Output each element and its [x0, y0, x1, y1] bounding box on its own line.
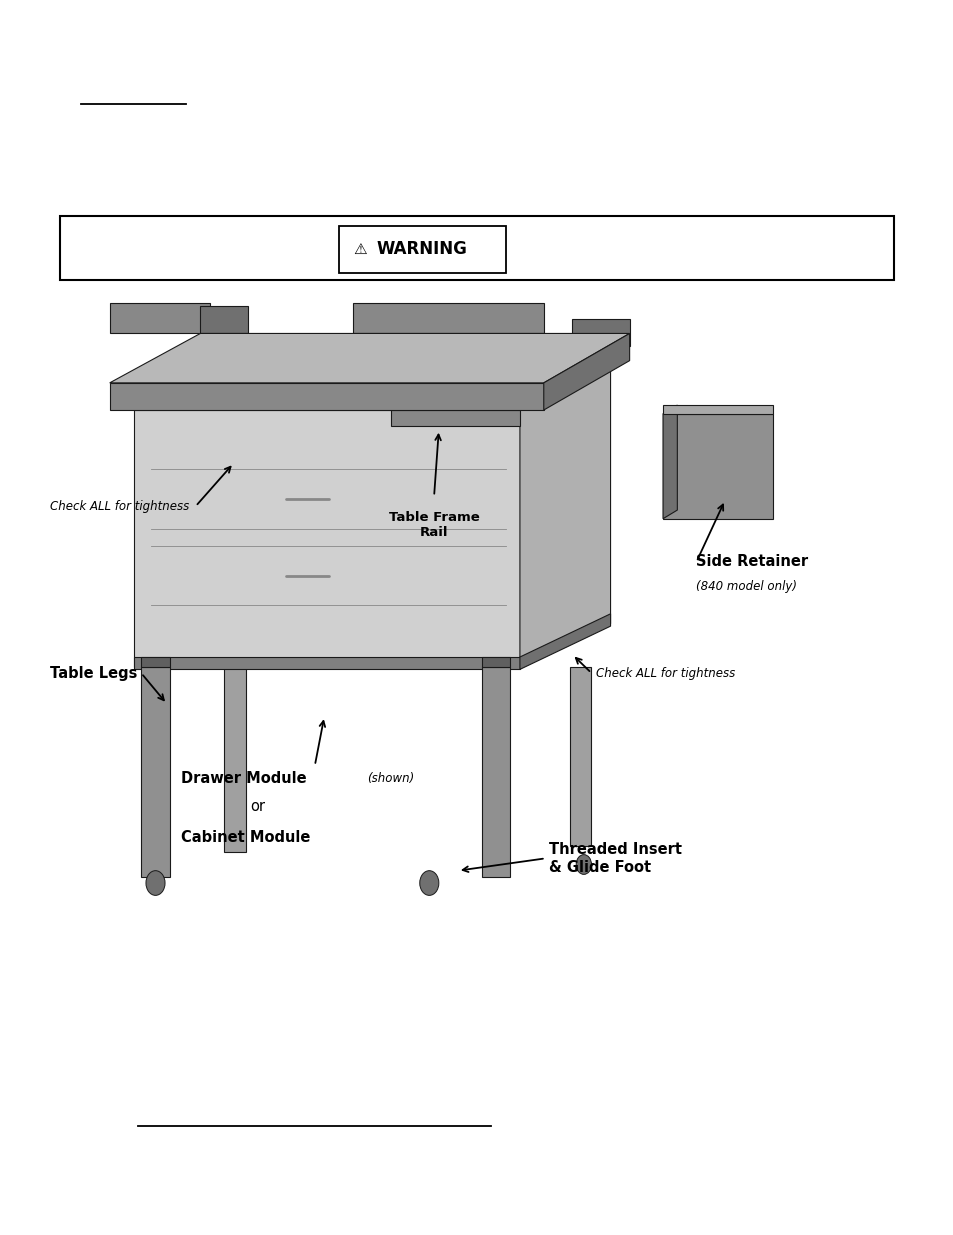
Text: Cabinet Module: Cabinet Module [181, 830, 311, 845]
Text: ⚠: ⚠ [353, 242, 366, 257]
Text: WARNING: WARNING [376, 241, 467, 258]
Polygon shape [391, 410, 519, 426]
Bar [60, 216, 893, 280]
Text: (shown): (shown) [367, 772, 415, 784]
Polygon shape [200, 306, 248, 333]
Polygon shape [662, 414, 772, 519]
Text: Table Legs: Table Legs [50, 666, 137, 680]
Text: Check ALL for tightness: Check ALL for tightness [596, 667, 735, 679]
Text: Side Retainer: Side Retainer [696, 555, 808, 569]
Polygon shape [481, 657, 510, 667]
Circle shape [146, 871, 165, 895]
Polygon shape [481, 667, 510, 877]
Text: Threaded Insert
& Glide Foot: Threaded Insert & Glide Foot [548, 842, 680, 874]
Polygon shape [572, 319, 629, 346]
Polygon shape [543, 333, 629, 410]
Polygon shape [133, 657, 519, 669]
Polygon shape [224, 667, 246, 852]
Bar [338, 226, 505, 273]
Polygon shape [141, 667, 170, 877]
Circle shape [419, 871, 438, 895]
Text: or: or [250, 799, 265, 814]
Polygon shape [141, 657, 170, 667]
Polygon shape [353, 303, 543, 333]
Polygon shape [519, 614, 610, 669]
Polygon shape [110, 383, 543, 410]
Polygon shape [570, 667, 591, 846]
Text: Table Frame
Rail: Table Frame Rail [388, 511, 479, 538]
Polygon shape [662, 405, 677, 519]
Polygon shape [519, 361, 610, 667]
Text: Drawer Module: Drawer Module [181, 771, 307, 785]
Text: (840 model only): (840 model only) [696, 580, 797, 593]
Circle shape [576, 855, 591, 874]
Text: Check ALL for tightness: Check ALL for tightness [50, 500, 189, 513]
Polygon shape [110, 303, 210, 333]
Polygon shape [133, 410, 519, 667]
Polygon shape [110, 333, 629, 383]
Polygon shape [662, 405, 772, 414]
